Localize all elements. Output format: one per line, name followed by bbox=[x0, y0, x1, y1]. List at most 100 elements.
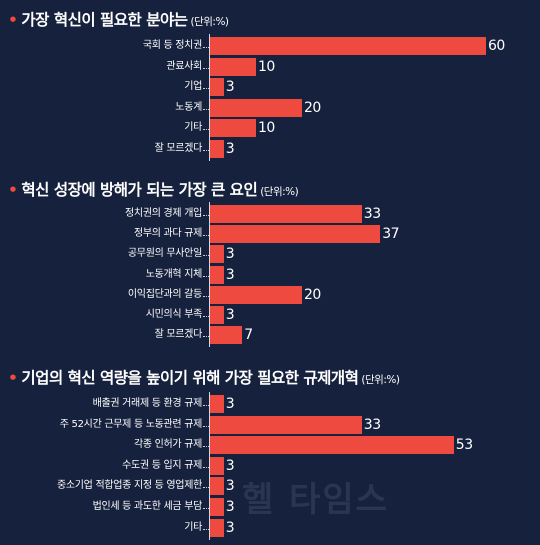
leader-dots bbox=[203, 425, 209, 427]
leader-dots bbox=[203, 508, 209, 509]
leader-dots bbox=[203, 528, 209, 530]
leader-dots bbox=[203, 235, 209, 237]
bar-row: 기타 3 bbox=[0, 518, 540, 538]
chart-title-text: 기업의 혁신 역량을 높이기 위해 가장 필요한 규제개혁 bbox=[21, 369, 359, 387]
leader-dots bbox=[203, 47, 209, 48]
bar bbox=[210, 285, 302, 304]
bar-value-label: 3 bbox=[225, 266, 235, 283]
bar-label: 배출권 거래제 등 환경 규제 bbox=[92, 398, 203, 409]
bar-value-label: 3 bbox=[225, 141, 235, 157]
bar bbox=[210, 140, 224, 158]
bar-label: 수도권 등 입지 규제 bbox=[122, 459, 202, 471]
bar bbox=[210, 498, 224, 516]
leader-dots bbox=[203, 466, 209, 468]
bar bbox=[210, 265, 224, 284]
leader-dots bbox=[203, 275, 209, 277]
leader-dots bbox=[203, 150, 209, 151]
bar-row: 시민의식 부족 3 bbox=[0, 305, 540, 325]
chart-title: • 혁신 성장에 방해가 되는 가장 큰 요인 (단위:%) bbox=[8, 178, 299, 200]
chart-title: • 기업의 혁신 역량을 높이기 위해 가장 필요한 규제개혁 (단위:%) bbox=[8, 366, 400, 388]
bar bbox=[210, 477, 224, 496]
bar-value-label: 3 bbox=[225, 307, 235, 323]
chart-unit: (단위:%) bbox=[260, 186, 299, 198]
bar-value-label: 53 bbox=[455, 437, 473, 454]
bar-row: 잘 모르겠다 3 bbox=[0, 139, 540, 159]
bar-row: 기타 10 bbox=[0, 118, 540, 138]
leader-dots bbox=[203, 316, 209, 317]
bar-row: 주 52시간 근무제 등 노동관련 규제 33 bbox=[0, 415, 540, 435]
bar-axis bbox=[209, 392, 210, 540]
bar-row: 중소기업 적합업종 지정 등 영업제한 3 bbox=[0, 476, 540, 496]
bar-label: 주 52시간 근무제 등 노동관련 규제 bbox=[59, 418, 203, 430]
bar-value-label: 37 bbox=[382, 226, 400, 243]
bar-value-label: 3 bbox=[225, 519, 235, 536]
chart-title-text: 가장 혁신이 필요한 분야는 bbox=[21, 11, 188, 29]
bar-label: 정치권의 경제 개입 bbox=[125, 208, 202, 219]
chart-unit: (단위:%) bbox=[361, 374, 400, 386]
leader-dots bbox=[203, 255, 209, 257]
bar bbox=[210, 326, 243, 345]
bar bbox=[210, 395, 224, 413]
bar-row: 노동계 20 bbox=[0, 98, 540, 118]
bar bbox=[210, 415, 362, 434]
bar bbox=[210, 37, 486, 55]
bar bbox=[210, 119, 256, 138]
bar-value-label: 33 bbox=[363, 416, 381, 433]
bar-label: 잘 모르겠다 bbox=[154, 143, 203, 154]
leader-dots bbox=[203, 336, 209, 338]
watermark: 헬 타임스 bbox=[242, 480, 389, 520]
leader-dots bbox=[203, 108, 209, 110]
bar-value-label: 3 bbox=[225, 396, 235, 412]
bar-row: 정부의 과다 규제 37 bbox=[0, 224, 540, 244]
bar bbox=[210, 78, 224, 97]
bar-axis bbox=[209, 202, 210, 348]
bar-label: 각종 인허가 규제 bbox=[133, 439, 202, 451]
bar-label: 중소기업 적합업종 지정 등 영업제한 bbox=[56, 480, 202, 492]
bar-row: 국회 등 정치권 60 bbox=[0, 36, 540, 56]
bar-value-label: 3 bbox=[225, 457, 235, 474]
bar-row: 정치권의 경제 개입 33 bbox=[0, 204, 540, 224]
bar-label: 잘 모르겠다 bbox=[154, 329, 203, 341]
bar-label: 기타 bbox=[184, 521, 202, 533]
bar-label: 노동개혁 지체 bbox=[145, 268, 203, 280]
bar-label: 국회 등 정치권 bbox=[142, 40, 202, 51]
bar-value-label: 10 bbox=[258, 120, 275, 137]
bar-value-label: 20 bbox=[304, 99, 321, 116]
leader-dots bbox=[203, 487, 209, 489]
bar bbox=[210, 306, 224, 324]
bar bbox=[210, 98, 302, 117]
bar-label: 이익집단과의 갈등 bbox=[127, 288, 202, 300]
leader-dots bbox=[203, 446, 209, 448]
bar bbox=[210, 456, 224, 475]
bar-label: 노동계 bbox=[175, 101, 202, 113]
bar-row: 관료사회 10 bbox=[0, 57, 540, 77]
title-bullet-icon: • bbox=[8, 181, 18, 199]
leader-dots bbox=[203, 295, 209, 297]
leader-dots bbox=[203, 215, 209, 216]
bar-label: 관료사회 bbox=[166, 60, 202, 72]
bar-label: 공무원의 무사안일 bbox=[127, 248, 202, 260]
chart-unit: (단위:%) bbox=[190, 16, 229, 28]
bar-value-label: 3 bbox=[225, 246, 235, 263]
bar-label: 시민의식 부족 bbox=[145, 309, 203, 320]
bar bbox=[210, 225, 381, 244]
leader-dots bbox=[203, 129, 209, 131]
bar-row: 각종 인허가 규제 53 bbox=[0, 435, 540, 455]
chart-title: • 가장 혁신이 필요한 분야는 (단위:%) bbox=[8, 8, 229, 30]
bar-value-label: 3 bbox=[225, 79, 235, 96]
bar bbox=[210, 205, 362, 223]
bar-value-label: 33 bbox=[363, 206, 381, 222]
bar-label: 기타 bbox=[184, 122, 202, 134]
bar-value-label: 3 bbox=[225, 499, 235, 515]
bar-row: 수도권 등 입지 규제 3 bbox=[0, 456, 540, 476]
bar-value-label: 10 bbox=[258, 58, 275, 75]
bar-row: 법인세 등 과도한 세금 부담 3 bbox=[0, 497, 540, 517]
bar-label: 법인세 등 과도한 세금 부담 bbox=[92, 501, 203, 512]
bar-value-label: 3 bbox=[225, 478, 235, 495]
title-bullet-icon: • bbox=[8, 369, 18, 387]
bar-label: 기업 bbox=[184, 81, 202, 93]
bar-value-label: 20 bbox=[304, 286, 321, 303]
bar bbox=[210, 436, 454, 455]
bar-row: 이익집단과의 갈등 20 bbox=[0, 285, 540, 305]
